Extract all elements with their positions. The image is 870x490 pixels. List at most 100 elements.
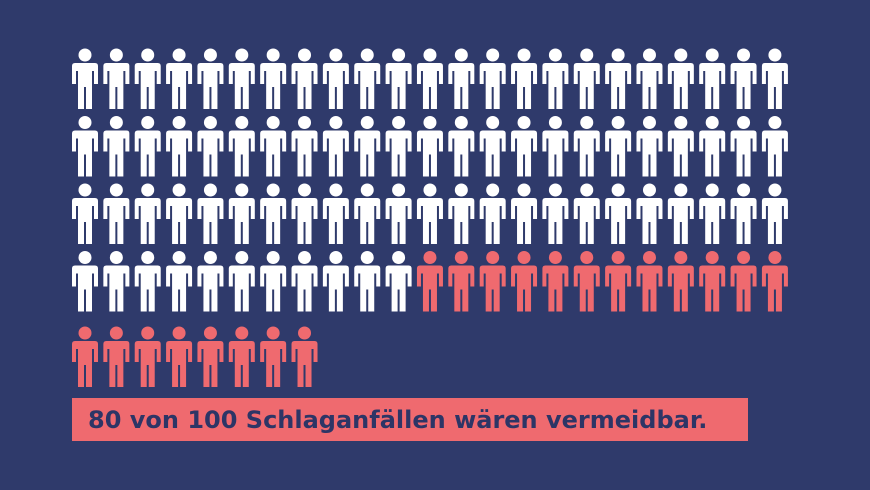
person-icon: [103, 183, 130, 244]
icon-head: [486, 116, 500, 129]
person-icon: [416, 116, 443, 177]
icon-head: [580, 48, 594, 62]
icon-body: [260, 265, 287, 312]
person-icon: [636, 183, 663, 244]
person-icon: [228, 116, 255, 177]
person-icon: [134, 183, 161, 244]
icon-head: [78, 326, 92, 340]
icon-body: [166, 130, 193, 177]
icon-body: [134, 63, 161, 109]
icon-body: [761, 63, 788, 109]
person-icon: [761, 183, 788, 244]
icon-body: [197, 63, 224, 109]
icon-body: [416, 130, 443, 177]
icon-head: [768, 251, 782, 264]
icon-body: [730, 130, 757, 177]
person-icon: [134, 116, 161, 177]
icon-head: [266, 116, 280, 129]
icon-head: [172, 48, 186, 62]
person-icon: [605, 251, 632, 312]
icon-head: [172, 183, 186, 197]
icon-head: [768, 183, 782, 197]
icon-body: [354, 63, 381, 109]
person-icon: [260, 48, 287, 109]
icon-body: [197, 265, 224, 312]
person-icon: [511, 116, 538, 177]
person-icon: [636, 116, 663, 177]
icon-body: [166, 198, 193, 244]
icon-head: [235, 251, 249, 264]
person-icon: [667, 183, 694, 244]
icon-head: [454, 251, 468, 264]
person-icon: [636, 251, 663, 312]
icon-body: [103, 341, 130, 387]
icon-body: [228, 341, 255, 387]
icon-head: [486, 48, 500, 62]
person-icon: [385, 48, 412, 109]
person-icon: [72, 326, 98, 387]
icon-body: [291, 63, 318, 109]
person-icon: [761, 116, 788, 177]
person-icon: [103, 48, 130, 109]
icon-body: [479, 130, 506, 177]
icon-head: [768, 48, 782, 62]
person-icon: [103, 116, 130, 177]
icon-body: [197, 130, 224, 177]
icon-head: [705, 116, 719, 129]
person-icon: [479, 48, 506, 109]
icon-body: [134, 130, 161, 177]
icon-body: [479, 63, 506, 109]
icon-body: [322, 63, 349, 109]
icon-head: [674, 183, 688, 197]
icon-body: [103, 265, 130, 312]
icon-body: [730, 198, 757, 244]
person-icon: [166, 326, 193, 387]
icon-body: [228, 265, 255, 312]
icon-head: [611, 183, 625, 197]
icon-head: [266, 183, 280, 197]
icon-body: [573, 198, 600, 244]
icon-head: [392, 251, 406, 264]
icon-head: [141, 48, 155, 62]
icon-body: [730, 265, 757, 312]
icon-body: [322, 130, 349, 177]
person-icon: [699, 116, 726, 177]
person-icon: [667, 251, 694, 312]
person-icon: [228, 251, 255, 312]
icon-body: [542, 130, 569, 177]
person-icon: [354, 116, 381, 177]
person-icon: [291, 116, 318, 177]
icon-body: [291, 265, 318, 312]
icon-body: [667, 130, 694, 177]
icon-head: [548, 48, 562, 62]
icon-body: [511, 265, 538, 312]
icon-head: [298, 48, 312, 62]
person-icon: [228, 183, 255, 244]
person-icon: [730, 183, 757, 244]
icon-body: [228, 198, 255, 244]
icon-head: [737, 183, 751, 197]
icon-body: [260, 198, 287, 244]
icon-head: [548, 116, 562, 129]
icon-body: [542, 63, 569, 109]
person-icon: [730, 251, 757, 312]
person-icon: [322, 116, 349, 177]
person-icon: [511, 48, 538, 109]
icon-body: [197, 198, 224, 244]
icon-body: [291, 130, 318, 177]
person-icon: [605, 48, 632, 109]
person-icon: [72, 251, 98, 312]
icon-head: [109, 48, 123, 62]
icon-body: [511, 63, 538, 109]
icon-body: [542, 265, 569, 312]
icon-head: [454, 116, 468, 129]
person-icon: [197, 183, 224, 244]
icon-body: [699, 198, 726, 244]
icon-body: [103, 130, 130, 177]
icon-head: [109, 251, 123, 264]
icon-body: [761, 130, 788, 177]
person-icon: [573, 48, 600, 109]
icon-head: [235, 48, 249, 62]
person-icon: [699, 183, 726, 244]
